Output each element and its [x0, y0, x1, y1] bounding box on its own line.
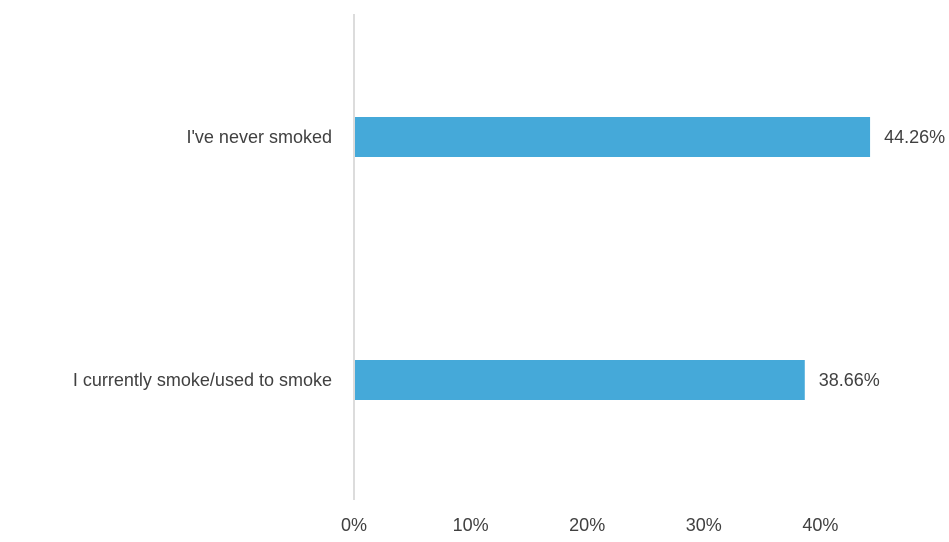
- category-labels-group: I've never smoked I currently smoke/used …: [73, 127, 332, 390]
- bar-1: [355, 360, 805, 400]
- data-labels-group: 44.26% 38.66%: [819, 127, 945, 390]
- tick-label-3: 30%: [686, 515, 722, 535]
- tick-labels-group: 0% 10% 20% 30% 40%: [341, 515, 838, 535]
- tick-label-0: 0%: [341, 515, 367, 535]
- tick-label-1: 10%: [453, 515, 489, 535]
- category-label-0: I've never smoked: [186, 127, 332, 147]
- bar-0: [355, 117, 871, 157]
- category-label-1: I currently smoke/used to smoke: [73, 370, 332, 390]
- data-label-0: 44.26%: [884, 127, 945, 147]
- tick-label-4: 40%: [802, 515, 838, 535]
- data-label-1: 38.66%: [819, 370, 880, 390]
- tick-label-2: 20%: [569, 515, 605, 535]
- bars-group: [355, 117, 871, 400]
